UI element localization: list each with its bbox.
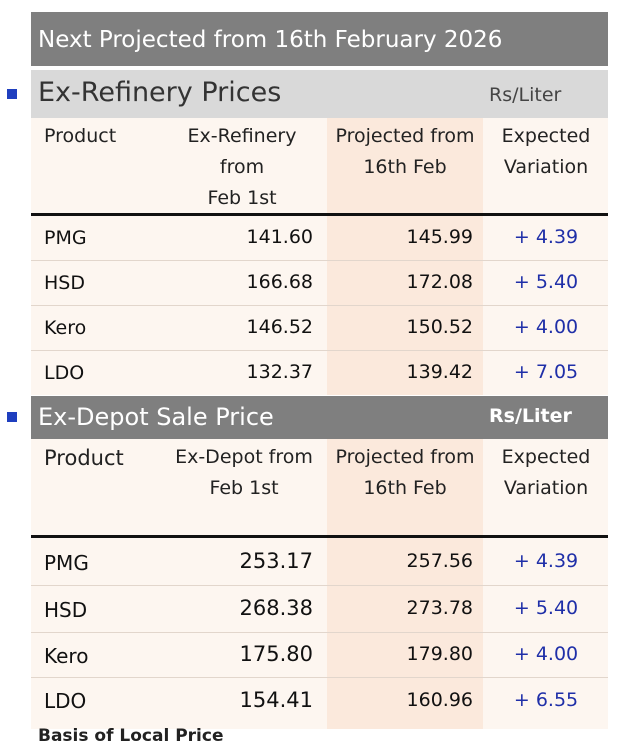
table-header-row: Product Ex-Depot from Feb 1st Projected …: [31, 439, 608, 538]
table-row: PMG 253.17 257.56 + 4.39: [31, 538, 608, 586]
ex-refinery-table: Product Ex-Refinery from Feb 1st Project…: [31, 118, 608, 395]
current-price: 253.17: [239, 549, 313, 573]
variation-value: + 4.00: [513, 643, 579, 665]
current-price: 268.38: [239, 596, 313, 620]
table-row: HSD 166.68 172.08 + 5.40: [31, 261, 608, 306]
table-row: HSD 268.38 273.78 + 5.40: [31, 586, 608, 633]
current-price: 141.60: [246, 226, 313, 248]
product-name: LDO: [44, 689, 87, 713]
page-title: Next Projected from 16th February 2026: [31, 12, 608, 66]
section-bullet-icon: [7, 89, 17, 99]
product-name: HSD: [44, 272, 85, 294]
col-header-current: Ex-Refinery from Feb 1st: [187, 125, 297, 209]
projected-price: 273.78: [406, 597, 473, 619]
variation-value: + 4.39: [513, 550, 579, 572]
ex-refinery-unit: Rs/Liter: [489, 84, 562, 106]
variation-value: + 7.05: [513, 361, 579, 383]
projected-price: 150.52: [406, 316, 473, 338]
ex-depot-heading: Ex-Depot Sale Price: [38, 403, 274, 431]
product-name: PMG: [44, 551, 89, 575]
col-header-current: Ex-Depot from Feb 1st: [175, 446, 313, 499]
variation-value: + 4.39: [513, 226, 579, 248]
product-name: HSD: [44, 598, 88, 622]
ex-refinery-heading: Ex-Refinery Prices: [38, 77, 282, 108]
variation-value: + 5.40: [513, 271, 579, 293]
section-bullet-icon: [7, 412, 17, 422]
table-header-row: Product Ex-Refinery from Feb 1st Project…: [31, 118, 608, 216]
projected-price: 257.56: [406, 550, 473, 572]
projected-column-highlight: [327, 118, 483, 395]
product-name: Kero: [44, 644, 89, 668]
table-row: Kero 146.52 150.52 + 4.00: [31, 306, 608, 351]
table-row: PMG 141.60 145.99 + 4.39: [31, 216, 608, 261]
table-row: Kero 175.80 179.80 + 4.00: [31, 633, 608, 678]
footer-partial-text: Basis of Local Price: [38, 726, 224, 746]
projected-price: 172.08: [406, 271, 473, 293]
ex-refinery-header: Ex-Refinery Prices Rs/Liter: [31, 70, 608, 118]
col-header-product: Product: [44, 446, 124, 470]
product-name: PMG: [44, 227, 87, 249]
col-header-projected: Projected from 16th Feb: [335, 446, 475, 499]
projected-column-highlight: [327, 439, 483, 729]
col-header-variation: Expected Variation: [501, 446, 591, 499]
variation-value: + 6.55: [513, 689, 579, 711]
col-header-projected: Projected from 16th Feb: [335, 125, 475, 178]
current-price: 175.80: [239, 642, 313, 666]
col-header-product: Product: [44, 125, 117, 147]
product-name: Kero: [44, 317, 87, 339]
table-row: LDO 154.41 160.96 + 6.55: [31, 678, 608, 724]
projected-price: 145.99: [406, 226, 473, 248]
current-price: 146.52: [246, 316, 313, 338]
variation-value: + 5.40: [513, 597, 579, 619]
projected-price: 160.96: [406, 689, 473, 711]
product-name: LDO: [44, 362, 85, 384]
table-row: LDO 132.37 139.42 + 7.05: [31, 351, 608, 395]
current-price: 154.41: [239, 688, 313, 712]
current-price: 132.37: [246, 361, 313, 383]
col-header-variation: Expected Variation: [501, 125, 591, 178]
current-price: 166.68: [246, 271, 313, 293]
ex-depot-header: Ex-Depot Sale Price Rs/Liter: [31, 396, 608, 439]
variation-value: + 4.00: [513, 316, 579, 338]
ex-depot-unit: Rs/Liter: [489, 405, 572, 427]
projected-price: 179.80: [406, 643, 473, 665]
ex-depot-table: Product Ex-Depot from Feb 1st Projected …: [31, 439, 608, 729]
projected-price: 139.42: [406, 361, 473, 383]
